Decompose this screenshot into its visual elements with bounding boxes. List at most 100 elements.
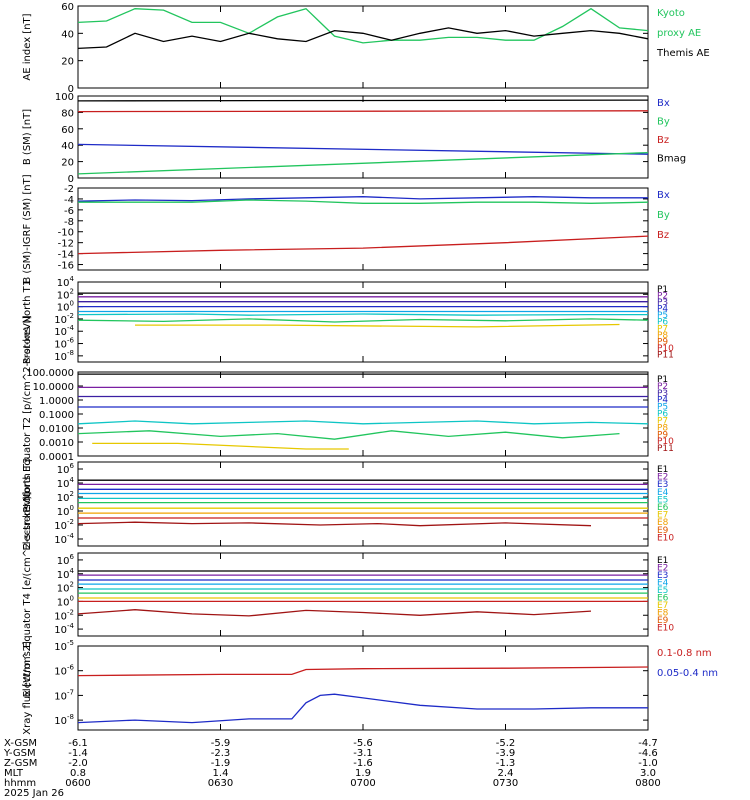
series-line [77, 430, 620, 440]
y-tick-label: 80 [61, 108, 74, 119]
y-tick-label: -10 [58, 228, 74, 239]
legend-label: P10 [657, 437, 674, 447]
legend-label: Kyoto [657, 8, 685, 19]
footer-row-label: X-GSM [4, 738, 37, 749]
footer-value: 1.4 [213, 768, 229, 779]
panel-8: 10-5 10-6 10-7 10-8 Xray flux [W/m^2] 0.1-0.8… [22, 639, 718, 735]
legend-label: P7 [657, 324, 668, 334]
y-tick-label: 10-8 [54, 349, 74, 363]
legend-label: P3 [657, 389, 668, 399]
y-tick-label: 106 [57, 462, 75, 476]
panel-2: 0 20 40 60 80 100 B (SM) [nT] Bx By Bz Bmag [22, 92, 686, 185]
footer-row-label: Y-GSM [3, 748, 36, 759]
legend-label: E6 [657, 594, 669, 604]
legend-label: E2 [657, 564, 668, 574]
footer-value: -1.6 [353, 758, 373, 769]
y-tick-label: 10-2 [54, 518, 74, 532]
series-line [77, 420, 649, 425]
legend-label: Bx [657, 98, 670, 109]
legend-label: 0.1-0.8 nm [657, 648, 712, 659]
legend-label: E8 [657, 518, 669, 528]
panel-frame [77, 645, 649, 731]
legend-label: E2 [657, 473, 668, 483]
series-line [77, 196, 648, 202]
y-tick-label: 10-5 [54, 639, 74, 653]
legend-label: P6 [657, 318, 668, 328]
footer-value: 0630 [208, 778, 233, 789]
footer-value: 0730 [493, 778, 518, 789]
legend-label: By [657, 117, 670, 128]
legend-label: P9 [657, 337, 668, 347]
footer-table: X-GSM -6.1 -5.9 -5.6 -5.2 -4.7 Y-GSM -1.4 -2.3 -3… [3, 738, 661, 799]
y-tick-label: 10-6 [54, 664, 74, 678]
y-tick-label: 60 [61, 2, 74, 13]
legend-label: E6 [657, 503, 669, 513]
y-axis-label: Protons North T1 [22, 280, 33, 364]
y-tick-label: 40 [61, 141, 74, 152]
y-tick-label: 10-2 [54, 608, 74, 622]
y-tick-label: 10-4 [54, 532, 74, 546]
panel-frame [77, 95, 649, 179]
footer-value: -5.6 [353, 738, 373, 749]
footer-value: -3.9 [496, 748, 516, 759]
legend-label: P11 [657, 444, 674, 454]
series-line [77, 313, 648, 316]
y-tick-label: -6 [64, 206, 74, 217]
footer-value: 2.4 [498, 768, 514, 779]
y-tick-label: 20 [61, 158, 74, 169]
series-line [77, 99, 649, 102]
footer-value: -1.0 [638, 758, 658, 769]
panel-frame [77, 461, 649, 547]
footer-value: -6.1 [68, 738, 88, 749]
y-tick-label: 10-4 [54, 622, 74, 636]
footer-value: -1.9 [211, 758, 231, 769]
footer-row-label: hhmm [4, 778, 36, 789]
y-tick-label: 102 [57, 287, 74, 301]
legend-label: P10 [657, 344, 674, 354]
legend-label: 0.05-0.4 nm [657, 668, 718, 679]
legend-label: Bx [657, 190, 670, 201]
y-axis-label: Protons Equator T2 [p/(cm^2-s-sr-keV)] [22, 315, 33, 512]
footer-value: -5.9 [211, 738, 231, 749]
y-tick-label: 100 [57, 504, 74, 518]
panel-5: 100.0000 10.0000 1.0000 0.1000 0.0100 0.0010 0… [22, 315, 674, 512]
series-line [77, 27, 649, 50]
series-line [77, 318, 649, 323]
y-tick-label: 104 [57, 567, 75, 581]
y-tick-label: 102 [57, 490, 74, 504]
y-tick-label: 10-6 [54, 337, 74, 351]
footer-value: 0600 [65, 778, 90, 789]
panel-frame [77, 552, 649, 637]
y-tick-label: 106 [57, 553, 75, 567]
legend-label: E3 [657, 571, 668, 581]
legend-label: P6 [657, 410, 668, 420]
footer-value: -1.3 [496, 758, 516, 769]
y-axis-label: AE index [nT] [22, 13, 33, 80]
series-line [135, 323, 620, 328]
series-line [77, 235, 649, 255]
legend-label: E5 [657, 495, 668, 505]
y-tick-label: 10-2 [54, 312, 74, 326]
legend-label: E9 [657, 526, 669, 536]
y-tick-label: 104 [57, 476, 75, 490]
panel-1: 0 20 40 60 AE index [nT] Kyoto proxy AE Themis … [22, 2, 710, 95]
legend-label: Bz [657, 135, 669, 146]
legend-label: E10 [657, 624, 674, 634]
y-tick-label: 0.0001 [39, 452, 74, 463]
y-tick-label: -4 [64, 195, 74, 206]
y-tick-label: 40 [61, 29, 74, 40]
legend-label: E7 [657, 511, 668, 521]
footer-value: 1.9 [355, 768, 371, 779]
y-tick-label: 0.0010 [39, 438, 74, 449]
y-tick-label: 0.1000 [39, 410, 74, 421]
series-line [92, 442, 349, 450]
y-tick-label: -2 [64, 184, 74, 195]
y-tick-label: 102 [57, 581, 74, 595]
y-axis-label: B (SM)-IGRF (SM) [nT] [22, 174, 33, 283]
legend-label: E4 [657, 488, 669, 498]
y-tick-label: -12 [58, 239, 74, 250]
legend-label: Bmag [657, 154, 686, 165]
legend-label: P1 [657, 285, 668, 295]
y-axis-label: Xray flux [W/m^2] [22, 641, 33, 735]
series-line [77, 110, 649, 113]
